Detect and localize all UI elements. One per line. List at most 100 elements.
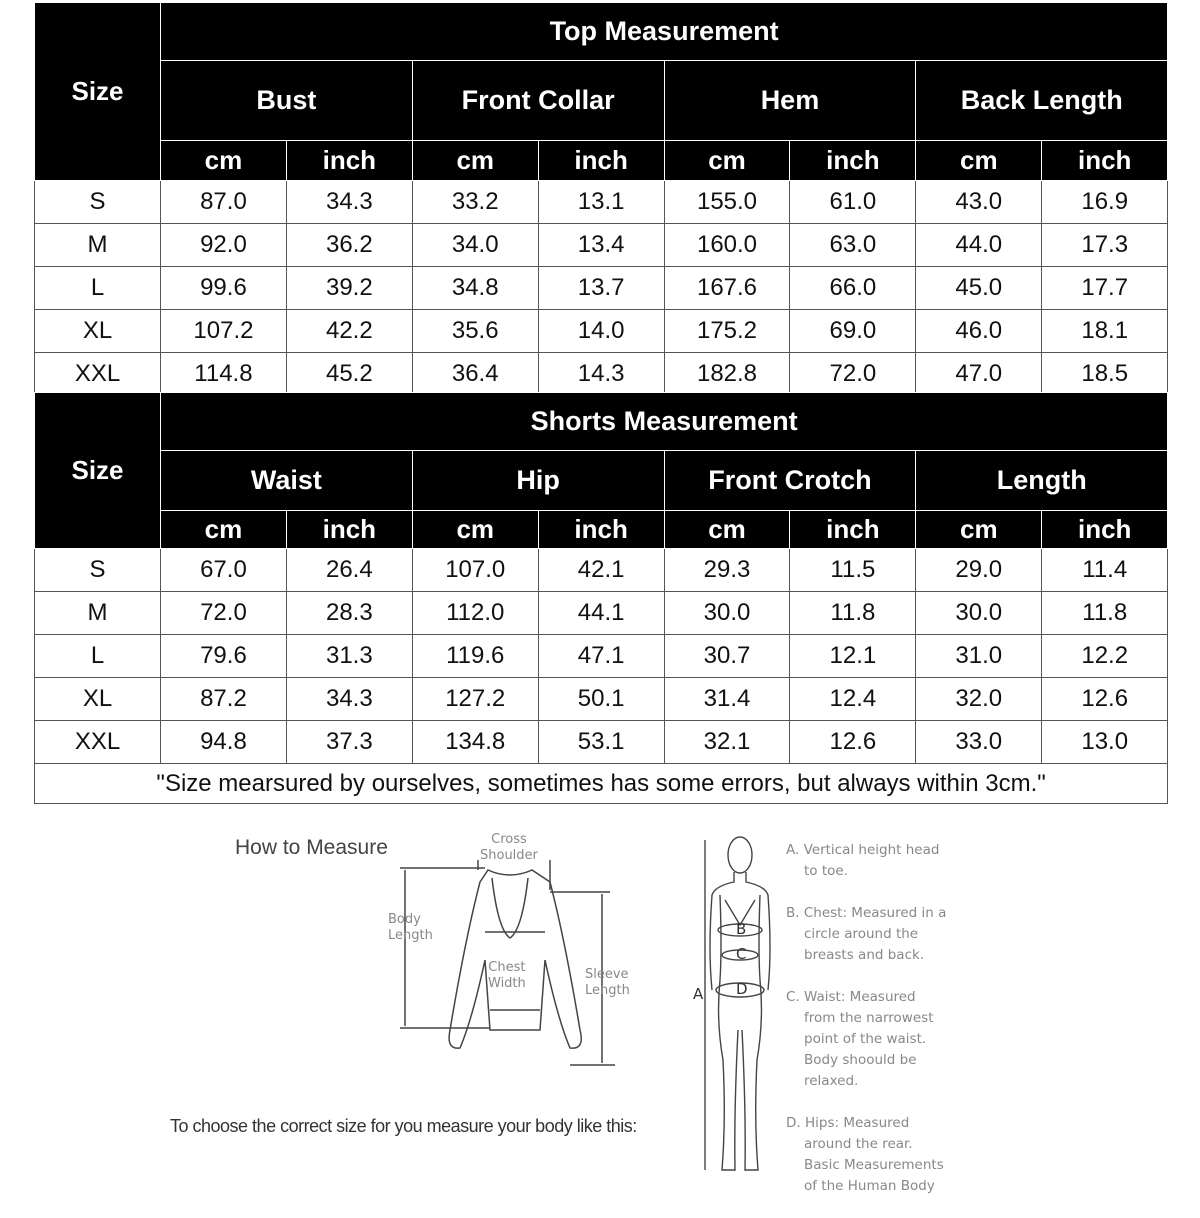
value-cell: 33.0 xyxy=(915,720,1043,764)
value-cell: 13.7 xyxy=(537,266,665,310)
value-cell: 114.8 xyxy=(160,352,287,396)
group-header: Back Length xyxy=(915,60,1169,141)
unit-header: cm xyxy=(663,140,791,181)
table-row: S 87.0 34.3 33.2 13.1 155.0 61.0 43.0 16.9 xyxy=(34,180,1169,224)
note-line: around the rear. xyxy=(804,1136,913,1152)
value-cell: 13.1 xyxy=(537,180,665,224)
note-line: D. Hips: Measured xyxy=(786,1115,910,1131)
value-cell: 99.6 xyxy=(160,266,287,310)
value-cell: 14.0 xyxy=(537,309,665,353)
value-cell: 18.5 xyxy=(1041,352,1169,396)
unit-header: inch xyxy=(789,510,917,549)
cross-shoulder-label-2: Shoulder xyxy=(480,848,538,863)
unit-header: inch xyxy=(285,140,413,181)
value-cell: 119.6 xyxy=(411,634,539,678)
sweater-diagram xyxy=(400,860,615,1066)
note-line: breasts and back. xyxy=(804,947,925,963)
value-cell: 18.1 xyxy=(1041,309,1169,353)
value-cell: 37.3 xyxy=(285,720,413,764)
value-cell: 46.0 xyxy=(915,309,1043,353)
table-row: S 67.0 26.4 107.0 42.1 29.3 11.5 29.0 11.4 xyxy=(34,548,1169,592)
sleeve-length-label-2: Length xyxy=(585,983,630,998)
value-cell: 29.0 xyxy=(915,548,1043,592)
body-length-label-1: Body xyxy=(388,912,421,927)
note-line: B. Chest: Measured in a xyxy=(786,905,947,921)
value-cell: 29.3 xyxy=(663,548,791,592)
cross-shoulder-label-1: Cross xyxy=(491,832,527,847)
note-line: to toe. xyxy=(804,863,848,879)
value-cell: 31.0 xyxy=(915,634,1043,678)
body-length-label-2: Length xyxy=(388,928,433,943)
table-row: L 79.6 31.3 119.6 47.1 30.7 12.1 31.0 12.2 xyxy=(34,634,1169,678)
value-cell: 53.1 xyxy=(537,720,665,764)
value-cell: 61.0 xyxy=(789,180,917,224)
value-cell: 17.7 xyxy=(1041,266,1169,310)
unit-header: inch xyxy=(285,510,413,549)
shorts-measurement-table: Size Shorts Measurement Waist Hip Front Crot… xyxy=(33,392,1169,804)
note-d: D. Hips: Measured around the rear. Basic M… xyxy=(786,1113,986,1197)
table-row: M 92.0 36.2 34.0 13.4 160.0 63.0 44.0 17.3 xyxy=(34,223,1169,267)
value-cell: 67.0 xyxy=(160,548,287,592)
unit-header: cm xyxy=(915,140,1043,181)
value-cell: 69.0 xyxy=(789,309,917,353)
unit-header: cm xyxy=(411,140,539,181)
top-measurement-table: Size Top Measurement Bust Front Collar Hem Ba… xyxy=(34,2,1169,396)
value-cell: 34.3 xyxy=(285,180,413,224)
unit-header: inch xyxy=(537,140,665,181)
value-cell: 44.0 xyxy=(915,223,1043,267)
note-line: point of the waist. xyxy=(804,1031,927,1047)
value-cell: 63.0 xyxy=(789,223,917,267)
chest-width-label-2: Width xyxy=(488,976,526,991)
value-cell: 72.0 xyxy=(160,591,287,635)
note-line: Basic Measurements xyxy=(804,1157,944,1173)
value-cell: 45.0 xyxy=(915,266,1043,310)
note-line: from the narrowest xyxy=(804,1010,934,1026)
value-cell: 107.0 xyxy=(411,548,539,592)
value-cell: 34.0 xyxy=(411,223,539,267)
title-row: Size Top Measurement xyxy=(34,2,1169,181)
value-cell: 17.3 xyxy=(1041,223,1169,267)
title-row: Size Shorts Measurement xyxy=(34,392,1169,549)
table-row: XXL 114.8 45.2 36.4 14.3 182.8 72.0 47.0 18.5 xyxy=(34,352,1169,396)
unit-header: inch xyxy=(1041,510,1169,549)
table-row: XL 107.2 42.2 35.6 14.0 175.2 69.0 46.0 18.1 xyxy=(34,309,1169,353)
value-cell: 11.8 xyxy=(789,591,917,635)
note-line: Body shoould be xyxy=(804,1052,917,1068)
group-header-row: Bust Front Collar Hem Back Length xyxy=(35,60,1169,141)
value-cell: 94.8 xyxy=(160,720,287,764)
value-cell: 12.4 xyxy=(789,677,917,721)
table-row: XL 87.2 34.3 127.2 50.1 31.4 12.4 32.0 12.6 xyxy=(34,677,1169,721)
marker-c: C xyxy=(736,945,747,963)
value-cell: 72.0 xyxy=(789,352,917,396)
unit-header: inch xyxy=(789,140,917,181)
value-cell: 79.6 xyxy=(160,634,287,678)
value-cell: 92.0 xyxy=(160,223,287,267)
value-cell: 45.2 xyxy=(285,352,413,396)
value-cell: 36.4 xyxy=(411,352,539,396)
size-cell: S xyxy=(34,548,161,592)
unit-header: cm xyxy=(160,510,287,549)
group-header: Length xyxy=(915,450,1169,511)
value-cell: 30.7 xyxy=(663,634,791,678)
group-header: Hem xyxy=(663,60,917,141)
value-cell: 47.1 xyxy=(537,634,665,678)
group-header: Waist xyxy=(160,450,413,511)
size-header: Size xyxy=(34,392,161,549)
unit-header-row: cm inch cm inch cm inch cm inch xyxy=(35,510,1169,549)
value-cell: 44.1 xyxy=(537,591,665,635)
value-cell: 43.0 xyxy=(915,180,1043,224)
size-cell: XXL xyxy=(34,720,161,764)
value-cell: 11.4 xyxy=(1041,548,1169,592)
unit-header: inch xyxy=(537,510,665,549)
value-cell: 11.8 xyxy=(1041,591,1169,635)
size-note: "Size mearsured by ourselves, sometimes … xyxy=(33,763,1169,804)
group-header: Front Collar xyxy=(411,60,665,141)
chest-width-label-1: Chest xyxy=(488,960,526,975)
value-cell: 134.8 xyxy=(411,720,539,764)
value-cell: 34.3 xyxy=(285,677,413,721)
value-cell: 39.2 xyxy=(285,266,413,310)
value-cell: 12.6 xyxy=(789,720,917,764)
group-header: Front Crotch xyxy=(663,450,917,511)
value-cell: 31.3 xyxy=(285,634,413,678)
unit-header: cm xyxy=(411,510,539,549)
